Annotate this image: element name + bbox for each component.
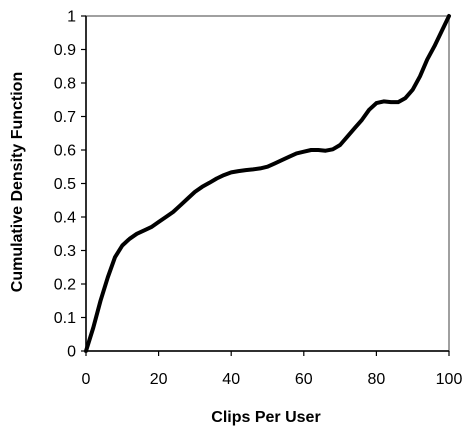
y-tick-label: 0 — [67, 344, 76, 361]
x-tick-label: 20 — [150, 371, 168, 388]
y-tick-label: 1 — [67, 9, 76, 26]
y-tick-label: 0.9 — [54, 42, 76, 59]
y-tick-label: 0.3 — [54, 243, 76, 260]
y-tick-label: 0.4 — [54, 210, 76, 227]
plot-area: 0 0.1 0.2 0.3 0.4 0.5 0.6 0.7 0.8 0.9 1 0 20 40 60 80 10… — [54, 9, 463, 389]
x-tick-label: 60 — [295, 371, 313, 388]
x-axis-title: Clips Per User — [211, 409, 320, 426]
y-tick-label: 0.8 — [54, 76, 76, 93]
cdf-line — [84, 14, 451, 353]
x-tick-label: 40 — [222, 371, 240, 388]
y-tick-label: 0.2 — [54, 277, 76, 294]
y-tick-label: 0.7 — [54, 109, 76, 126]
x-tick-label: 80 — [368, 371, 386, 388]
y-tick-label: 0.1 — [54, 310, 76, 327]
x-tick-label: 0 — [82, 371, 91, 388]
x-tick-label: 100 — [436, 371, 463, 388]
y-axis-title: Cumulative Density Function — [9, 72, 26, 292]
plot-frame — [85, 15, 450, 352]
y-tick-label: 0.5 — [54, 176, 76, 193]
y-tick-label: 0.6 — [54, 143, 76, 160]
